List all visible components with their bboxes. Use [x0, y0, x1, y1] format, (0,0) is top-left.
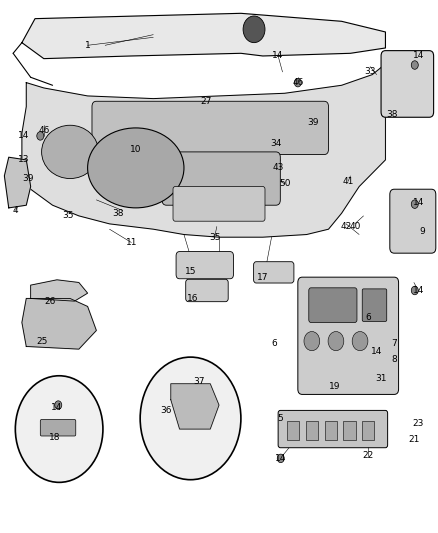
FancyBboxPatch shape [309, 288, 357, 322]
FancyBboxPatch shape [40, 419, 76, 436]
Text: 31: 31 [375, 374, 387, 383]
Ellipse shape [42, 125, 99, 179]
Text: 23: 23 [413, 419, 424, 428]
Text: 6: 6 [365, 313, 371, 321]
FancyBboxPatch shape [278, 410, 388, 448]
Circle shape [55, 401, 62, 409]
Polygon shape [22, 13, 385, 59]
Text: 14: 14 [371, 348, 382, 356]
Bar [325, 421, 337, 440]
Text: 14: 14 [413, 286, 424, 295]
Ellipse shape [88, 128, 184, 208]
Text: 19: 19 [329, 382, 341, 391]
Text: 14: 14 [275, 454, 286, 463]
Text: 7: 7 [391, 340, 397, 348]
FancyBboxPatch shape [186, 279, 228, 302]
Text: 42: 42 [340, 222, 352, 231]
Text: 38: 38 [113, 209, 124, 217]
Bar [287, 421, 299, 440]
Text: 40: 40 [349, 222, 360, 231]
FancyBboxPatch shape [254, 262, 294, 283]
Text: 14: 14 [413, 52, 424, 60]
Text: 14: 14 [413, 198, 424, 207]
Text: 46: 46 [38, 126, 49, 135]
FancyBboxPatch shape [162, 152, 280, 205]
Circle shape [411, 61, 418, 69]
Polygon shape [22, 298, 96, 349]
Text: 14: 14 [272, 52, 284, 60]
Polygon shape [171, 384, 219, 429]
Circle shape [277, 454, 284, 463]
Circle shape [37, 132, 44, 140]
FancyBboxPatch shape [298, 277, 399, 394]
Text: 26: 26 [45, 297, 56, 305]
Text: 35: 35 [62, 212, 74, 220]
FancyBboxPatch shape [390, 189, 436, 253]
Text: 25: 25 [36, 337, 47, 345]
Text: 22: 22 [362, 451, 374, 460]
Text: 13: 13 [18, 156, 30, 164]
Text: 39: 39 [307, 118, 319, 127]
Text: 39: 39 [23, 174, 34, 183]
Polygon shape [22, 64, 385, 237]
Text: 5: 5 [277, 414, 283, 423]
Bar [362, 421, 374, 440]
Polygon shape [4, 157, 31, 208]
Text: 17: 17 [257, 273, 268, 281]
Text: 36: 36 [161, 406, 172, 415]
FancyBboxPatch shape [362, 289, 387, 321]
Text: 8: 8 [391, 356, 397, 364]
Text: 14: 14 [51, 403, 63, 412]
Circle shape [352, 332, 368, 351]
FancyBboxPatch shape [176, 252, 233, 279]
Circle shape [411, 286, 418, 295]
Circle shape [15, 376, 103, 482]
Text: 50: 50 [279, 180, 290, 188]
Circle shape [140, 357, 241, 480]
Text: 16: 16 [187, 294, 198, 303]
Text: 46: 46 [292, 78, 304, 87]
Text: 11: 11 [126, 238, 137, 247]
Text: 34: 34 [270, 140, 282, 148]
Text: 37: 37 [194, 377, 205, 385]
Text: 33: 33 [364, 68, 376, 76]
Text: 41: 41 [343, 177, 354, 185]
Text: 15: 15 [185, 268, 196, 276]
Circle shape [243, 16, 265, 43]
Circle shape [304, 332, 320, 351]
Text: 14: 14 [18, 132, 30, 140]
Circle shape [294, 78, 301, 87]
Circle shape [411, 200, 418, 208]
FancyBboxPatch shape [381, 51, 434, 117]
Text: 38: 38 [386, 110, 398, 119]
Text: 21: 21 [408, 435, 420, 444]
Bar [343, 421, 356, 440]
Text: 18: 18 [49, 433, 60, 441]
Text: 35: 35 [209, 233, 220, 241]
Text: 4: 4 [13, 206, 18, 215]
Text: 10: 10 [130, 145, 141, 154]
Bar [306, 421, 318, 440]
Text: 9: 9 [420, 228, 426, 236]
FancyBboxPatch shape [92, 101, 328, 155]
Text: 6: 6 [271, 340, 277, 348]
FancyBboxPatch shape [173, 187, 265, 221]
Text: 1: 1 [85, 41, 91, 50]
Circle shape [328, 332, 344, 351]
Text: 43: 43 [272, 164, 284, 172]
Polygon shape [31, 280, 88, 301]
Text: 27: 27 [200, 97, 212, 106]
